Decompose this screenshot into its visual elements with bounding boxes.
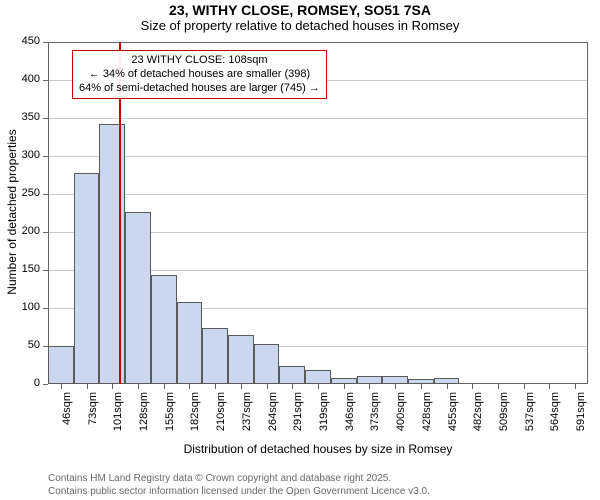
- footer-attribution: Contains HM Land Registry data © Crown c…: [48, 473, 430, 498]
- y-tick: [43, 80, 48, 81]
- x-tick: [344, 384, 345, 389]
- x-tick-label: 591sqm: [575, 392, 587, 442]
- histogram-bar: [357, 376, 383, 384]
- histogram-bar: [279, 366, 305, 384]
- x-tick-label: 46sqm: [61, 392, 73, 442]
- x-tick: [292, 384, 293, 389]
- x-tick-label: 182sqm: [189, 392, 201, 442]
- x-tick: [498, 384, 499, 389]
- x-tick: [267, 384, 268, 389]
- y-tick: [43, 270, 48, 271]
- annotation-line2: ← 34% of detached houses are smaller (39…: [79, 68, 320, 82]
- histogram-bar: [254, 344, 280, 384]
- y-tick: [43, 42, 48, 43]
- y-tick: [43, 194, 48, 195]
- x-tick-label: 155sqm: [164, 392, 176, 442]
- x-tick: [189, 384, 190, 389]
- histogram-bar: [382, 376, 408, 384]
- x-tick: [447, 384, 448, 389]
- histogram-bar: [151, 275, 177, 384]
- x-tick: [318, 384, 319, 389]
- y-tick: [43, 156, 48, 157]
- x-tick: [138, 384, 139, 389]
- x-tick: [549, 384, 550, 389]
- x-tick: [575, 384, 576, 389]
- x-tick: [369, 384, 370, 389]
- y-gridline: [48, 156, 588, 157]
- x-tick: [112, 384, 113, 389]
- histogram-bar: [305, 370, 331, 384]
- y-gridline: [48, 118, 588, 119]
- histogram-bar: [228, 335, 254, 384]
- x-tick-label: 291sqm: [292, 392, 304, 442]
- x-tick-label: 537sqm: [524, 392, 536, 442]
- histogram-bar: [202, 328, 228, 384]
- x-tick: [164, 384, 165, 389]
- x-tick-label: 428sqm: [421, 392, 433, 442]
- x-tick-label: 564sqm: [549, 392, 561, 442]
- x-tick: [241, 384, 242, 389]
- footer-line1: Contains HM Land Registry data © Crown c…: [48, 473, 430, 486]
- y-tick: [43, 384, 48, 385]
- x-tick-label: 373sqm: [369, 392, 381, 442]
- x-tick-label: 264sqm: [267, 392, 279, 442]
- y-tick: [43, 118, 48, 119]
- y-tick: [43, 232, 48, 233]
- x-tick: [421, 384, 422, 389]
- x-tick-label: 455sqm: [447, 392, 459, 442]
- x-tick-label: 73sqm: [87, 392, 99, 442]
- histogram-bar: [177, 302, 203, 384]
- x-tick-label: 319sqm: [318, 392, 330, 442]
- x-tick: [87, 384, 88, 389]
- footer-line2: Contains public sector information licen…: [48, 486, 430, 499]
- x-tick-label: 128sqm: [138, 392, 150, 442]
- y-gridline: [48, 42, 588, 43]
- x-tick: [61, 384, 62, 389]
- x-tick: [395, 384, 396, 389]
- chart-area: 050100150200250300350400450Number of det…: [0, 0, 600, 500]
- x-tick-label: 509sqm: [498, 392, 510, 442]
- x-axis-label: Distribution of detached houses by size …: [48, 442, 588, 456]
- x-tick: [524, 384, 525, 389]
- x-tick-label: 400sqm: [395, 392, 407, 442]
- x-tick: [472, 384, 473, 389]
- annotation-box: 23 WITHY CLOSE: 108sqm← 34% of detached …: [72, 50, 327, 99]
- x-tick-label: 346sqm: [344, 392, 356, 442]
- histogram-bar: [48, 346, 74, 384]
- annotation-line1: 23 WITHY CLOSE: 108sqm: [79, 54, 320, 68]
- x-tick-label: 482sqm: [472, 392, 484, 442]
- y-axis-label: Number of detached properties: [5, 41, 19, 383]
- x-tick-label: 237sqm: [241, 392, 253, 442]
- x-tick-label: 101sqm: [112, 392, 124, 442]
- annotation-line3: 64% of semi-detached houses are larger (…: [79, 82, 320, 96]
- y-gridline: [48, 194, 588, 195]
- histogram-bar: [74, 173, 100, 384]
- x-tick: [215, 384, 216, 389]
- x-tick-label: 210sqm: [215, 392, 227, 442]
- histogram-bar: [125, 212, 151, 384]
- y-tick: [43, 308, 48, 309]
